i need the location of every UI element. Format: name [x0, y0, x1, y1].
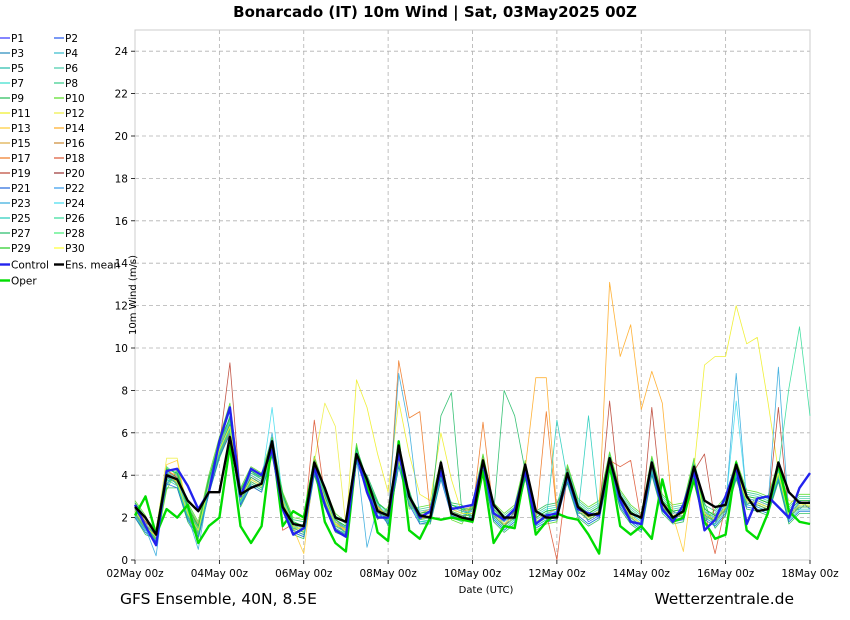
y-tick-label: 8 [121, 385, 128, 397]
legend-entry-label: Ens. mean [65, 260, 120, 272]
legend-entry-label: P6 [65, 63, 78, 75]
legend-entry-label: P7 [11, 78, 24, 90]
legend-entry-label: P9 [11, 93, 24, 105]
footer-source: Wetterzentrale.de [654, 590, 794, 608]
legend-entry-label: P15 [11, 138, 31, 150]
legend-entry-label: P2 [65, 33, 78, 45]
x-tick-label: 02May 00z [106, 568, 164, 580]
series-lines [133, 281, 811, 561]
legend-entry-label: P24 [65, 198, 85, 210]
x-tick-label: 08May 00z [359, 568, 417, 580]
legend-entry-label: P19 [11, 168, 31, 180]
legend-entry-label: P14 [65, 123, 85, 135]
y-axis-label: 10m Wind (m/s) [128, 255, 139, 335]
chart-title: Bonarcado (IT) 10m Wind | Sat, 03May2025… [233, 3, 637, 22]
legend-entry-label: P10 [65, 93, 85, 105]
legend-entry-label: P8 [65, 78, 78, 90]
x-tick-label: 14May 00z [613, 568, 671, 580]
x-tick-label: 10May 00z [444, 568, 502, 580]
legend-entry-label: P1 [11, 33, 24, 45]
legend-entry-label: P23 [11, 198, 31, 210]
grid [135, 30, 810, 560]
legend-entry-label: P18 [65, 153, 85, 165]
y-tick-label: 18 [115, 173, 128, 185]
legend-entry-label: P4 [65, 48, 78, 60]
legend-entry-label: P22 [65, 183, 85, 195]
y-tick-label: 6 [121, 428, 128, 440]
y-tick-label: 10 [115, 343, 128, 355]
x-tick-label: 06May 00z [275, 568, 333, 580]
legend: P1 P2 P3 P4 P5 P6 P7 P8 P9 P10 P11 P12 P13 P14 P15 P16 P… [0, 33, 120, 288]
y-tick-label: 4 [121, 470, 128, 482]
series-line-control [133, 406, 811, 547]
legend-entry-label: P30 [65, 243, 85, 255]
legend-entry-label: P21 [11, 183, 31, 195]
legend-entry-label: P28 [65, 228, 85, 240]
y-tick-label: 0 [121, 555, 128, 567]
legend-entry-label: P11 [11, 108, 31, 120]
y-tick-label: 12 [115, 301, 128, 313]
legend-entry-label: P17 [11, 153, 31, 165]
y-tick-label: 16 [115, 216, 129, 228]
legend-entry-label: P3 [11, 48, 24, 60]
legend-entry-label: Oper [11, 276, 37, 288]
legend-entry-label: P20 [65, 168, 85, 180]
x-tick-label: 18May 00z [781, 568, 839, 580]
footer-model-info: GFS Ensemble, 40N, 8.5E [120, 590, 317, 608]
legend-entry-label: P27 [11, 228, 31, 240]
legend-entry-label: Control [11, 260, 49, 272]
y-tick-label: 20 [115, 131, 128, 143]
y-tick-label: 22 [115, 89, 128, 101]
series-line-ens-mean [134, 435, 810, 536]
y-tick-label: 14 [115, 258, 129, 270]
legend-entry-label: P29 [11, 243, 31, 255]
x-tick-label: 04May 00z [191, 568, 249, 580]
legend-entry-label: P5 [11, 63, 24, 75]
x-tick-label: 16May 00z [697, 568, 755, 580]
legend-entry-label: P25 [11, 213, 31, 225]
x-tick-label: 12May 00z [528, 568, 586, 580]
legend-entry-label: P13 [11, 123, 31, 135]
legend-entry-label: P16 [65, 138, 85, 150]
legend-entry-label: P12 [65, 108, 85, 120]
y-tick-label: 24 [115, 46, 129, 58]
y-tick-label: 2 [121, 513, 128, 525]
x-axis-label: Date (UTC) [459, 585, 514, 596]
legend-entry-label: P26 [65, 213, 85, 225]
